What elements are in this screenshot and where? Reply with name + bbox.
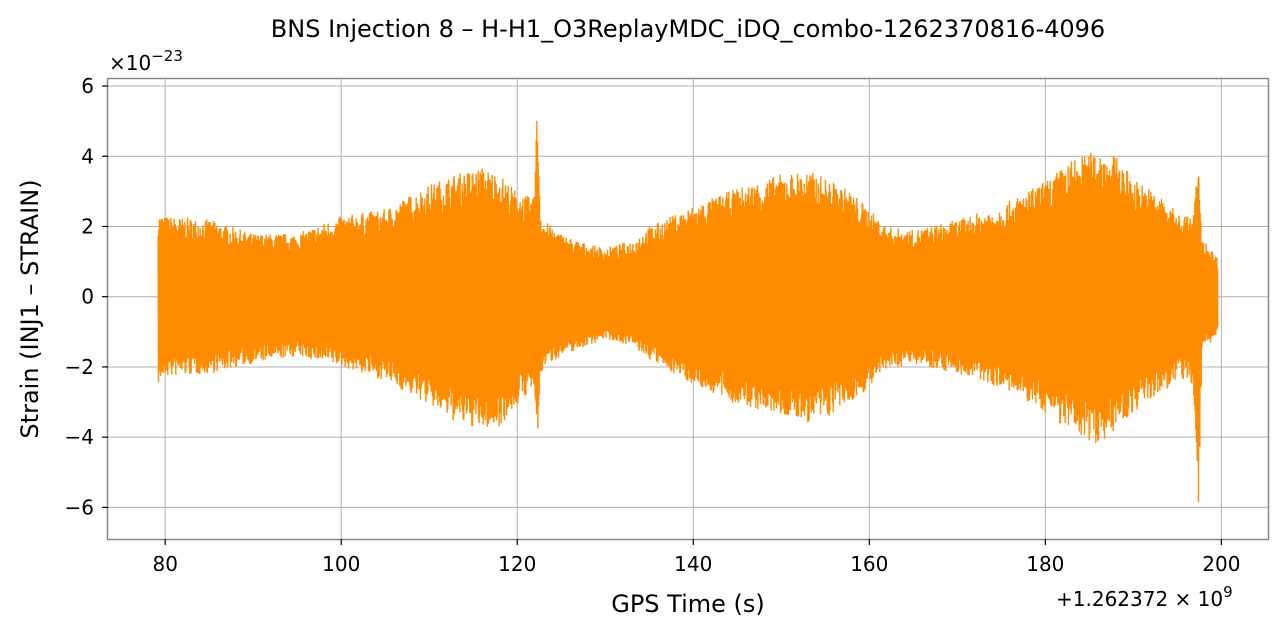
y-scale-text: ×10−23 <box>109 47 183 75</box>
x-tick-label: 80 <box>152 552 177 576</box>
y-tick-label: −4 <box>65 425 94 449</box>
x-tick-label: 100 <box>322 552 360 576</box>
series-layer <box>157 120 1219 502</box>
x-offset-text: +1.262372 × 109 <box>1056 583 1233 611</box>
plot-frame <box>106 77 1270 541</box>
x-tick-label: 140 <box>674 552 712 576</box>
y-tick-label: −2 <box>65 355 94 379</box>
x-tick-label: 120 <box>498 552 536 576</box>
y-tick-label: 2 <box>81 214 94 238</box>
y-axis-label: Strain (INJ1 – STRAIN) <box>16 179 44 438</box>
y-tick-label: 6 <box>81 74 94 98</box>
x-tick-label: 160 <box>850 552 888 576</box>
x-tick-label: 200 <box>1202 552 1240 576</box>
chart-title: BNS Injection 8 – H-H1_O3ReplayMDC_iDQ_c… <box>271 15 1105 43</box>
x-tick-label: 180 <box>1026 552 1064 576</box>
series-band <box>158 181 1218 410</box>
x-axis-label: GPS Time (s) <box>611 590 765 618</box>
y-tick-label: 4 <box>81 144 94 168</box>
y-tick-label: −6 <box>65 495 94 519</box>
ticks: 80 100 120 140 160 180 200 −6 −4 −2 0 2 4 6 <box>65 74 1241 576</box>
y-tick-label: 0 <box>81 285 94 309</box>
